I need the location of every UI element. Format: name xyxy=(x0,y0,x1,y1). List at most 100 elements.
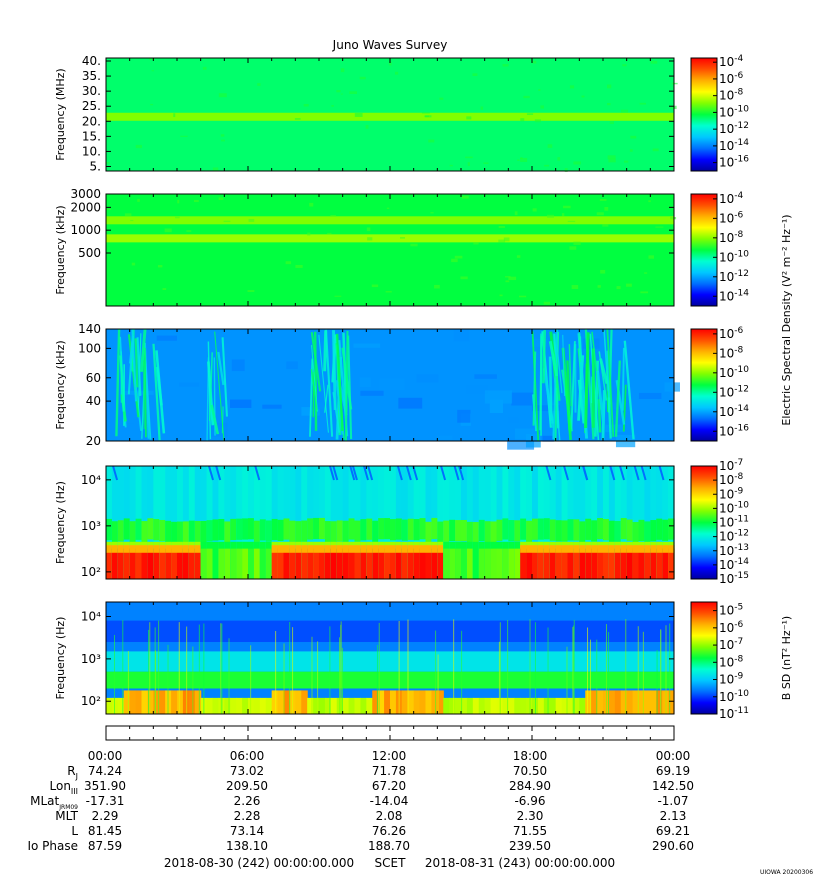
spectrum-column xyxy=(271,548,279,579)
spectrum-column xyxy=(407,548,415,579)
noise-speck xyxy=(353,343,381,348)
band-lf xyxy=(106,620,674,643)
colorbar-gradient xyxy=(690,57,718,172)
spectrum-column xyxy=(644,545,651,553)
spectrum-column xyxy=(313,697,320,714)
y-tick-label: 10² xyxy=(81,694,101,708)
spectrum-column xyxy=(626,519,634,541)
colorbar-tick-label: 10-6 xyxy=(719,210,744,225)
colorbar-gradient xyxy=(690,193,718,307)
spectrum-column xyxy=(407,545,415,553)
top-streak xyxy=(582,465,589,481)
spectrum-column xyxy=(277,545,285,553)
spectrum-column xyxy=(591,690,598,714)
spectrum-column xyxy=(106,518,113,541)
spectrum-column xyxy=(206,697,214,714)
noise-speck xyxy=(124,213,132,217)
y-tick-label: 3000 xyxy=(70,187,101,201)
burst-streak xyxy=(606,350,610,400)
spectrum-column xyxy=(662,690,669,714)
spectrum-column xyxy=(295,690,302,714)
spectrum-column xyxy=(159,548,166,579)
y-axis-label: Frequency (Hz) xyxy=(54,617,67,700)
y-axis-label: Frequency (MHz) xyxy=(54,68,67,160)
noise-speck xyxy=(340,68,345,73)
band-mid-low xyxy=(106,671,674,689)
spectrum-column xyxy=(129,690,137,714)
spectrum-column xyxy=(668,518,675,540)
spectrum-column xyxy=(526,548,533,579)
spectrum-column xyxy=(395,548,403,579)
spectrum-column xyxy=(419,548,427,579)
noise-speck xyxy=(502,64,509,67)
spectrum-column xyxy=(537,518,545,540)
spectrum-column xyxy=(407,690,415,714)
noise-speck xyxy=(466,385,488,394)
noise-speck xyxy=(307,232,311,236)
spectrum-column xyxy=(419,690,427,714)
spectrum-column xyxy=(632,522,640,544)
noise-speck xyxy=(230,399,252,408)
noise-speck xyxy=(514,211,518,216)
spectrum-column xyxy=(342,548,350,579)
spectrum-column xyxy=(188,690,196,714)
burst-streak xyxy=(568,344,573,407)
spectrum-column xyxy=(324,521,332,543)
colorbar-tick-label: 10-10 xyxy=(719,249,749,264)
spectrogram-image-5 xyxy=(106,602,675,714)
spectrum-column xyxy=(111,545,119,553)
burst-streak xyxy=(614,360,621,437)
spectrum-column xyxy=(620,518,628,540)
noise-speck xyxy=(516,255,521,258)
spectrum-column xyxy=(354,548,362,579)
spectrum-column xyxy=(561,697,569,714)
noise-speck xyxy=(220,134,225,137)
noise-speck xyxy=(540,105,544,109)
noise-speck xyxy=(179,382,200,387)
spectrum-column xyxy=(248,518,255,540)
noise-speck xyxy=(334,295,342,297)
burst-streak xyxy=(623,340,635,440)
ephemeris-value: 2.28 xyxy=(234,809,261,823)
y-tick-label: 60 xyxy=(86,371,101,385)
colorbar-tick-label: 10-11 xyxy=(719,706,749,721)
spectrum-column xyxy=(301,520,308,542)
noise-speck xyxy=(360,390,384,396)
spectrum-column xyxy=(395,545,403,553)
noise-speck xyxy=(385,291,392,293)
noise-speck xyxy=(349,91,357,94)
spectrum-column xyxy=(620,545,628,553)
spectrum-column xyxy=(159,545,166,553)
colorbar-2: 10-4 10-6 10-8 10-10 10-12 10-14 xyxy=(690,191,749,307)
noise-speck xyxy=(538,89,541,91)
spectrogram-panel-3: 140 100 60 40 20 Frequency (kHz) 10-6 10-8 10-10… xyxy=(54,214,793,450)
top-streak xyxy=(352,465,358,481)
noise-speck xyxy=(424,115,432,118)
spectrum-column xyxy=(597,690,604,714)
spectrum-column xyxy=(336,520,344,542)
ephemeris-value: 2.29 xyxy=(92,809,119,823)
spectrum-column xyxy=(117,697,125,714)
noise-speck xyxy=(193,199,199,203)
spectrum-column xyxy=(259,697,267,714)
spectrum-column xyxy=(490,697,498,714)
burst-streak xyxy=(606,329,615,437)
noise-speck xyxy=(410,243,418,247)
spectrum-column xyxy=(561,545,569,553)
spectrum-column xyxy=(111,548,119,579)
spectrum-column xyxy=(455,520,462,542)
spectrum-column xyxy=(171,690,178,714)
spectrum-column xyxy=(342,697,350,714)
noise-speck xyxy=(461,195,469,199)
noise-speck xyxy=(162,288,167,291)
y-tick-label: 500 xyxy=(78,246,101,260)
spectrum-column xyxy=(532,518,539,540)
spectrum-column xyxy=(478,548,486,579)
colorbar-tick-label: 10-12 xyxy=(719,384,749,399)
noise-speck xyxy=(294,118,301,120)
spectrum-column xyxy=(324,548,332,579)
spectrum-column xyxy=(141,521,149,543)
spectrum-column xyxy=(182,548,190,579)
spectrum-column xyxy=(591,520,598,542)
ephemeris-value: 73.02 xyxy=(230,764,264,778)
